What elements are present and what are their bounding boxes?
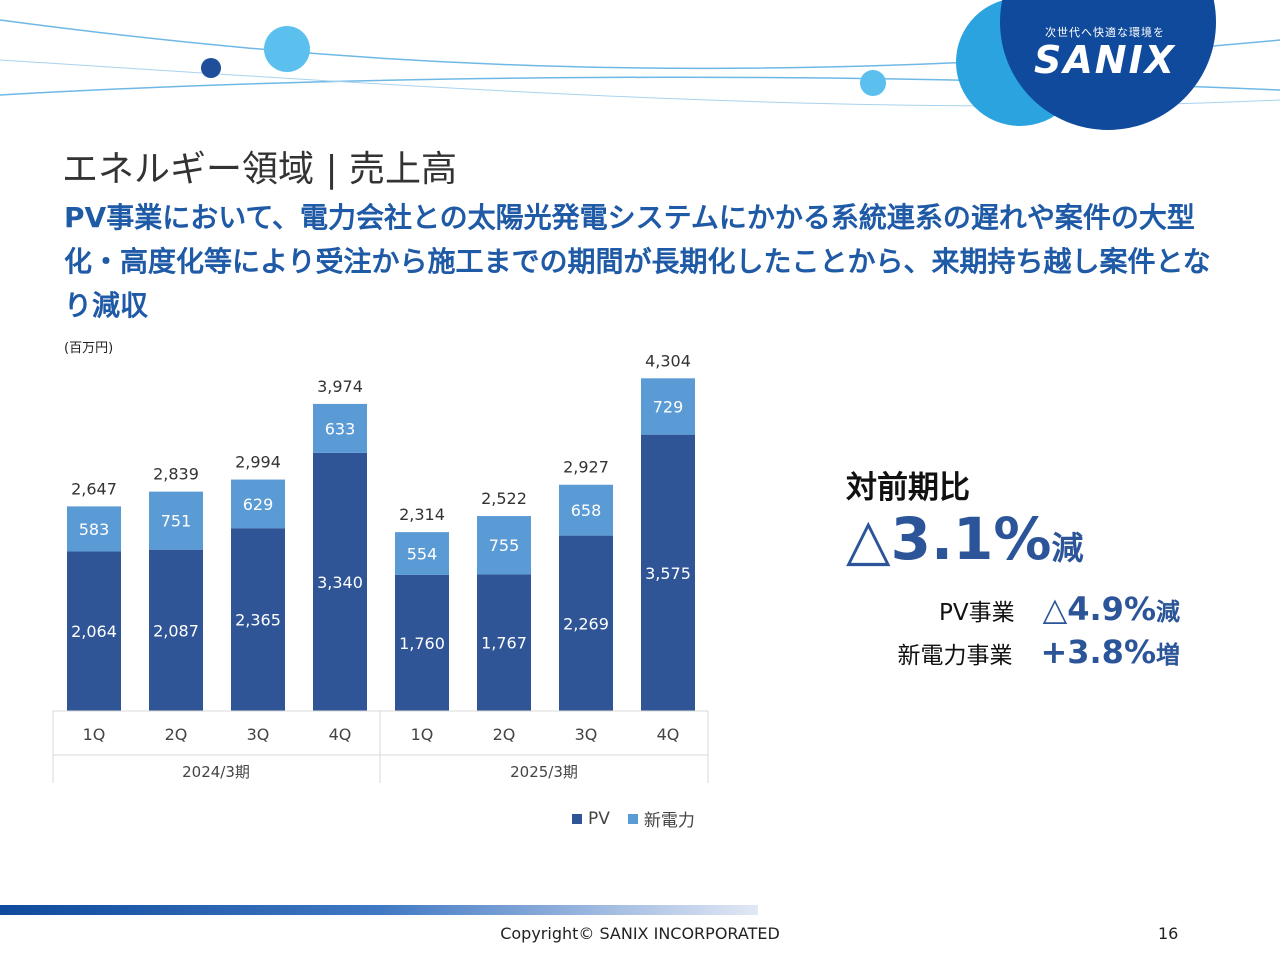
tick-label: 3Q (575, 725, 598, 744)
yoy-row-pv: PV事業 △4.9%減 (939, 590, 1180, 628)
legend-item-new-power: 新電力 (627, 806, 695, 831)
bar-pv (231, 528, 285, 711)
legend-item-pv: PV (572, 809, 610, 829)
yoy-total: △3.1%減 (846, 505, 1083, 573)
sanix-logo: SANIX (1033, 38, 1177, 82)
data-label: 658 (571, 501, 602, 520)
headline: PV事業において、電力会社との太陽光発電システムにかかる系統連系の遅れや案件の大… (64, 201, 1211, 322)
legend-swatch-new-power (627, 813, 638, 824)
logo-tagline: 次世代へ快適な環境を (1045, 26, 1165, 39)
bar-pv (149, 549, 203, 711)
total-label: 2,314 (399, 505, 445, 524)
unit-label: (百万円) (64, 341, 114, 356)
data-label: 3,575 (645, 564, 691, 583)
group-label: 2024/3期 (182, 763, 250, 781)
bar-new-power (641, 378, 695, 435)
data-label: 583 (79, 520, 110, 539)
decor-dot-small (860, 70, 886, 96)
bar-new-power (395, 532, 449, 575)
tick-label: 2Q (165, 725, 188, 744)
yoy-total-suffix: 減 (1051, 529, 1084, 567)
data-label: 3,340 (317, 573, 363, 592)
page-number: 16 (1158, 924, 1179, 943)
data-label: 2,087 (153, 621, 199, 640)
data-label: 2,365 (235, 611, 281, 630)
total-label: 2,839 (153, 465, 199, 484)
total-label: 2,927 (563, 458, 609, 477)
yoy-new-power-value: +3.8%増 (1040, 633, 1180, 671)
bar-new-power (559, 484, 613, 536)
total-label: 2,522 (481, 489, 527, 508)
yoy-pv-value: △4.9%減 (1042, 590, 1180, 628)
bar-pv (641, 434, 695, 711)
footer-gradient-bar (0, 905, 758, 915)
data-label: 633 (325, 419, 356, 438)
bar-new-power (477, 516, 531, 575)
legend-label-pv: PV (588, 808, 610, 829)
yoy-title: 対前期比 (846, 470, 970, 506)
total-label: 2,647 (71, 479, 117, 498)
decor-dot-light (264, 26, 310, 72)
yoy-total-value: △3.1% (846, 505, 1052, 573)
data-label: 554 (407, 545, 438, 564)
data-label: 1,767 (481, 634, 527, 653)
bar-new-power (231, 479, 285, 529)
group-label: 2025/3期 (510, 763, 578, 781)
bar-pv (477, 574, 531, 711)
total-label: 4,304 (645, 351, 691, 370)
data-label: 629 (243, 495, 274, 514)
data-label: 755 (489, 536, 520, 555)
bar-pv (395, 574, 449, 711)
yoy-pv-name: PV事業 (939, 600, 1015, 626)
tick-label: 3Q (247, 725, 270, 744)
total-label: 2,994 (235, 453, 281, 472)
yoy-row-new-power: 新電力事業 +3.8%増 (897, 633, 1180, 671)
data-label: 751 (161, 512, 192, 531)
bar-pv (313, 452, 367, 711)
chart-legend: PV 新電力 (572, 806, 695, 831)
data-label: 2,269 (563, 614, 609, 633)
tick-label: 1Q (83, 725, 106, 744)
logo-circle-dark (1000, 0, 1216, 130)
tick-label: 1Q (411, 725, 434, 744)
data-label: 2,064 (71, 622, 117, 641)
tick-label: 2Q (493, 725, 516, 744)
bar-new-power (67, 506, 121, 552)
legend-swatch-pv (572, 813, 582, 824)
bar-pv (67, 551, 121, 711)
data-label: 729 (653, 397, 684, 416)
bar-new-power (149, 491, 203, 550)
legend-label-new-power: 新電力 (643, 811, 695, 831)
copyright: Copyright© SANIX INCORPORATED (500, 924, 780, 943)
data-label: 1,760 (399, 634, 445, 653)
tick-label: 4Q (329, 725, 352, 744)
bar-pv (559, 535, 613, 711)
total-label: 3,974 (317, 377, 363, 396)
yoy-new-power-name: 新電力事業 (897, 643, 1013, 669)
bar-new-power (313, 403, 367, 453)
page-title: エネルギー領域 | 売上高 (62, 149, 458, 190)
tick-label: 4Q (657, 725, 680, 744)
decor-dot-dark (201, 58, 221, 78)
